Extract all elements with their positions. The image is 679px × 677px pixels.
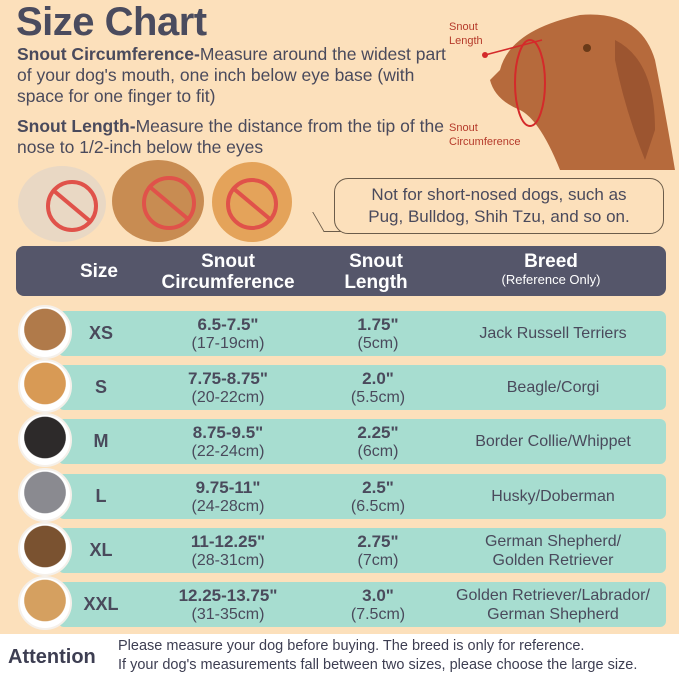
- breed-cell: Husky/Doberman: [491, 487, 615, 505]
- circumference-cell: 12.25-13.75" (31-35cm): [178, 586, 278, 623]
- short-nosed-dog-image-pug: [112, 160, 204, 242]
- dog-avatar: [18, 521, 72, 576]
- circ-label-2: Circumference: [449, 136, 521, 148]
- table-row: XS 6.5-7.5" (17-19cm) 1.75" (5cm) Jack Rus…: [58, 311, 666, 356]
- circumference-ring: [514, 39, 546, 127]
- length-text: Measure the distance from the tip of the…: [17, 116, 444, 157]
- length-cell: 2.25" (6cm): [357, 423, 399, 461]
- attention-text: Please measure your dog before buying. T…: [118, 638, 638, 673]
- warning-speech-bubble: Not for short-nosed dogs, such as Pug, Bu…: [334, 178, 664, 234]
- length-cell: 2.75" (7cm): [357, 531, 399, 569]
- dog-avatar: [18, 413, 72, 468]
- table-row: M 8.75-9.5" (22-24cm) 2.25" (6cm) Border C…: [58, 419, 666, 465]
- header-length: Snout Length: [344, 251, 408, 293]
- size-cell: XXL: [83, 594, 119, 614]
- table-row: XL 11-12.25" (28-31cm) 2.75" (7cm) German …: [58, 527, 666, 573]
- circ-label-1: Snout: [449, 122, 478, 134]
- attention-band: [0, 634, 679, 677]
- breed-cell: Border Collie/Whippet: [475, 433, 631, 451]
- size-cell: XS: [88, 323, 113, 343]
- table-row: L 9.75-11" (24-28cm) 2.5" (6.5cm) Husky/Do…: [58, 473, 666, 519]
- header-size: Size: [79, 261, 119, 282]
- circumference-cell: 8.75-9.5" (22-24cm): [191, 423, 265, 461]
- table-row: XXL 12.25-13.75" (31-35cm) 3.0" (7.5cm) Go…: [58, 582, 666, 627]
- length-cell: 1.75" (5cm): [357, 315, 399, 352]
- dog-eye: [583, 44, 591, 52]
- short-nosed-dog-image-bulldog: [18, 166, 106, 242]
- dog-avatar: [18, 576, 72, 630]
- length-cell: 2.0" (5.5cm): [350, 369, 406, 407]
- size-cell: S: [94, 377, 107, 398]
- length-instructions: Snout Length-Measure the distance from t…: [17, 116, 447, 158]
- dog-measure-diagram: Snout Length Snout Circumference: [449, 14, 675, 170]
- length-cell: 3.0" (7.5cm): [350, 586, 406, 623]
- breed-cell: Golden Retriever/Labrador/German Shepher…: [456, 587, 650, 623]
- circumference-cell: 6.5-7.5" (17-19cm): [191, 315, 265, 352]
- warning-line-2: Pug, Bulldog, Shih Tzu, and so on.: [368, 207, 630, 226]
- breed-cell: German Shepherd/Golden Retriever: [484, 532, 622, 569]
- length-label: Snout Length-: [17, 116, 136, 136]
- length-cell: 2.5" (6.5cm): [350, 477, 406, 515]
- length-label-1: Snout: [449, 21, 478, 33]
- length-label-2: Length: [449, 35, 483, 47]
- header-circumference: Snout Circumference: [161, 251, 295, 293]
- table-header: Size Snout Circumference Snout Length Bree…: [16, 246, 666, 296]
- circ-text: Measure around the widest part of your d…: [17, 44, 446, 106]
- circumference-cell: 11-12.25" (28-31cm): [190, 531, 266, 569]
- header-breed: Breed (Reference Only): [501, 251, 601, 287]
- breed-cell: Jack Russell Terriers: [479, 325, 627, 342]
- circ-label: Snout Circumference-: [17, 44, 200, 64]
- size-cell: L: [95, 485, 107, 506]
- circumference-instructions: Snout Circumference-Measure around the w…: [17, 44, 447, 107]
- prohibited-icon: [226, 178, 278, 230]
- prohibited-icon: [142, 176, 196, 230]
- length-line: [484, 39, 543, 56]
- page-title: Size Chart: [16, 0, 207, 44]
- dog-avatar: [18, 467, 72, 522]
- dog-ear: [615, 40, 655, 160]
- circumference-cell: 7.75-8.75" (20-22cm): [188, 369, 268, 407]
- table-row: S 7.75-8.75" (20-22cm) 2.0" (5.5cm) Beagle…: [58, 365, 666, 411]
- size-cell: XL: [89, 539, 113, 560]
- short-nosed-dog-image-shihtzu: [212, 162, 292, 242]
- size-cell: M: [93, 431, 109, 452]
- prohibited-icon: [46, 180, 98, 232]
- attention-label: Attention: [8, 646, 96, 668]
- dog-avatar: [18, 305, 72, 359]
- warning-line-1: Not for short-nosed dogs, such as: [371, 185, 627, 204]
- breed-cell: Beagle/Corgi: [506, 379, 600, 397]
- dog-avatar: [18, 359, 72, 414]
- circumference-cell: 9.75-11" (24-28cm): [191, 477, 265, 515]
